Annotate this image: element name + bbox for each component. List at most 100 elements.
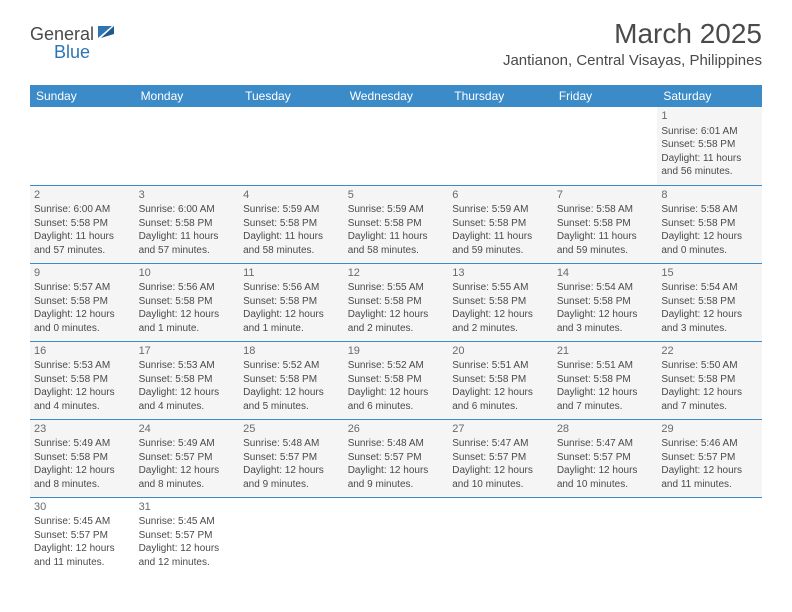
day-number: 5 (348, 188, 445, 203)
sunset-line: Sunset: 5:57 PM (661, 451, 758, 465)
calendar-cell: 11Sunrise: 5:56 AMSunset: 5:58 PMDayligh… (239, 263, 344, 341)
day-number: 18 (243, 344, 340, 359)
sunset-line: Sunset: 5:58 PM (452, 373, 549, 387)
calendar-cell: 19Sunrise: 5:52 AMSunset: 5:58 PMDayligh… (344, 341, 449, 419)
day-number: 22 (661, 344, 758, 359)
sunrise-line: Sunrise: 5:59 AM (243, 203, 340, 217)
sunset-line: Sunset: 5:57 PM (139, 529, 236, 543)
calendar-cell: 13Sunrise: 5:55 AMSunset: 5:58 PMDayligh… (448, 263, 553, 341)
sunrise-line: Sunrise: 6:00 AM (139, 203, 236, 217)
day-number: 28 (557, 422, 654, 437)
sunset-line: Sunset: 5:57 PM (348, 451, 445, 465)
daylight-line: Daylight: 12 hours and 4 minutes. (34, 386, 131, 413)
calendar-cell: 10Sunrise: 5:56 AMSunset: 5:58 PMDayligh… (135, 263, 240, 341)
daylight-line: Daylight: 11 hours and 57 minutes. (139, 230, 236, 257)
day-number: 21 (557, 344, 654, 359)
sunset-line: Sunset: 5:58 PM (661, 373, 758, 387)
sunrise-line: Sunrise: 5:47 AM (452, 437, 549, 451)
location-text: Jantianon, Central Visayas, Philippines (503, 52, 762, 69)
day-number: 26 (348, 422, 445, 437)
calendar-row: 30Sunrise: 5:45 AMSunset: 5:57 PMDayligh… (30, 497, 762, 575)
sunrise-line: Sunrise: 5:51 AM (452, 359, 549, 373)
calendar-cell (239, 107, 344, 185)
sunrise-line: Sunrise: 5:49 AM (34, 437, 131, 451)
daylight-line: Daylight: 12 hours and 9 minutes. (243, 464, 340, 491)
day-number: 10 (139, 266, 236, 281)
day-header: Thursday (448, 85, 553, 107)
calendar-row: 1Sunrise: 6:01 AMSunset: 5:58 PMDaylight… (30, 107, 762, 185)
sunset-line: Sunset: 5:58 PM (452, 217, 549, 231)
sunrise-line: Sunrise: 5:56 AM (243, 281, 340, 295)
sunrise-line: Sunrise: 5:50 AM (661, 359, 758, 373)
sunset-line: Sunset: 5:58 PM (34, 217, 131, 231)
day-header: Friday (553, 85, 658, 107)
calendar-cell: 20Sunrise: 5:51 AMSunset: 5:58 PMDayligh… (448, 341, 553, 419)
sunset-line: Sunset: 5:58 PM (34, 373, 131, 387)
calendar-body: 1Sunrise: 6:01 AMSunset: 5:58 PMDaylight… (30, 107, 762, 575)
daylight-line: Daylight: 11 hours and 59 minutes. (452, 230, 549, 257)
daylight-line: Daylight: 12 hours and 2 minutes. (452, 308, 549, 335)
daylight-line: Daylight: 11 hours and 58 minutes. (243, 230, 340, 257)
calendar-cell (553, 107, 658, 185)
daylight-line: Daylight: 12 hours and 2 minutes. (348, 308, 445, 335)
daylight-line: Daylight: 12 hours and 7 minutes. (661, 386, 758, 413)
sunrise-line: Sunrise: 5:53 AM (139, 359, 236, 373)
daylight-line: Daylight: 12 hours and 12 minutes. (139, 542, 236, 569)
daylight-line: Daylight: 12 hours and 1 minute. (243, 308, 340, 335)
day-number: 9 (34, 266, 131, 281)
logo-text-blue: Blue (54, 42, 90, 62)
calendar-cell: 8Sunrise: 5:58 AMSunset: 5:58 PMDaylight… (657, 185, 762, 263)
sunrise-line: Sunrise: 5:53 AM (34, 359, 131, 373)
daylight-line: Daylight: 12 hours and 6 minutes. (452, 386, 549, 413)
day-header: Saturday (657, 85, 762, 107)
sunset-line: Sunset: 5:58 PM (557, 373, 654, 387)
daylight-line: Daylight: 11 hours and 56 minutes. (661, 152, 758, 179)
calendar-cell (30, 107, 135, 185)
calendar-cell (657, 497, 762, 575)
sunset-line: Sunset: 5:58 PM (661, 295, 758, 309)
calendar-cell: 26Sunrise: 5:48 AMSunset: 5:57 PMDayligh… (344, 419, 449, 497)
sunrise-line: Sunrise: 5:46 AM (661, 437, 758, 451)
day-number: 14 (557, 266, 654, 281)
day-number: 8 (661, 188, 758, 203)
calendar-cell: 5Sunrise: 5:59 AMSunset: 5:58 PMDaylight… (344, 185, 449, 263)
sunrise-line: Sunrise: 6:01 AM (661, 125, 758, 139)
day-number: 12 (348, 266, 445, 281)
day-number: 7 (557, 188, 654, 203)
day-header: Sunday (30, 85, 135, 107)
sunrise-line: Sunrise: 5:59 AM (348, 203, 445, 217)
sunrise-line: Sunrise: 5:48 AM (243, 437, 340, 451)
day-number: 31 (139, 500, 236, 515)
daylight-line: Daylight: 12 hours and 8 minutes. (139, 464, 236, 491)
sunrise-line: Sunrise: 5:58 AM (661, 203, 758, 217)
logo-flag-icon (98, 24, 118, 45)
calendar-cell: 30Sunrise: 5:45 AMSunset: 5:57 PMDayligh… (30, 497, 135, 575)
sunrise-line: Sunrise: 5:49 AM (139, 437, 236, 451)
daylight-line: Daylight: 12 hours and 10 minutes. (557, 464, 654, 491)
sunset-line: Sunset: 5:58 PM (139, 373, 236, 387)
sunrise-line: Sunrise: 5:52 AM (243, 359, 340, 373)
sunrise-line: Sunrise: 6:00 AM (34, 203, 131, 217)
calendar-row: 16Sunrise: 5:53 AMSunset: 5:58 PMDayligh… (30, 341, 762, 419)
sunrise-line: Sunrise: 5:54 AM (661, 281, 758, 295)
calendar-row: 23Sunrise: 5:49 AMSunset: 5:58 PMDayligh… (30, 419, 762, 497)
sunset-line: Sunset: 5:57 PM (139, 451, 236, 465)
daylight-line: Daylight: 12 hours and 0 minutes. (661, 230, 758, 257)
sunrise-line: Sunrise: 5:55 AM (348, 281, 445, 295)
calendar-cell: 12Sunrise: 5:55 AMSunset: 5:58 PMDayligh… (344, 263, 449, 341)
sunrise-line: Sunrise: 5:59 AM (452, 203, 549, 217)
sunset-line: Sunset: 5:58 PM (243, 217, 340, 231)
sunset-line: Sunset: 5:57 PM (557, 451, 654, 465)
header: General March 2025 Jantianon, Central Vi… (0, 0, 792, 75)
daylight-line: Daylight: 11 hours and 59 minutes. (557, 230, 654, 257)
calendar-cell: 1Sunrise: 6:01 AMSunset: 5:58 PMDaylight… (657, 107, 762, 185)
day-number: 20 (452, 344, 549, 359)
daylight-line: Daylight: 12 hours and 3 minutes. (557, 308, 654, 335)
sunset-line: Sunset: 5:58 PM (34, 451, 131, 465)
calendar-cell: 17Sunrise: 5:53 AMSunset: 5:58 PMDayligh… (135, 341, 240, 419)
daylight-line: Daylight: 12 hours and 1 minute. (139, 308, 236, 335)
calendar-cell: 31Sunrise: 5:45 AMSunset: 5:57 PMDayligh… (135, 497, 240, 575)
calendar-cell (239, 497, 344, 575)
sunset-line: Sunset: 5:58 PM (139, 295, 236, 309)
calendar-cell: 4Sunrise: 5:59 AMSunset: 5:58 PMDaylight… (239, 185, 344, 263)
